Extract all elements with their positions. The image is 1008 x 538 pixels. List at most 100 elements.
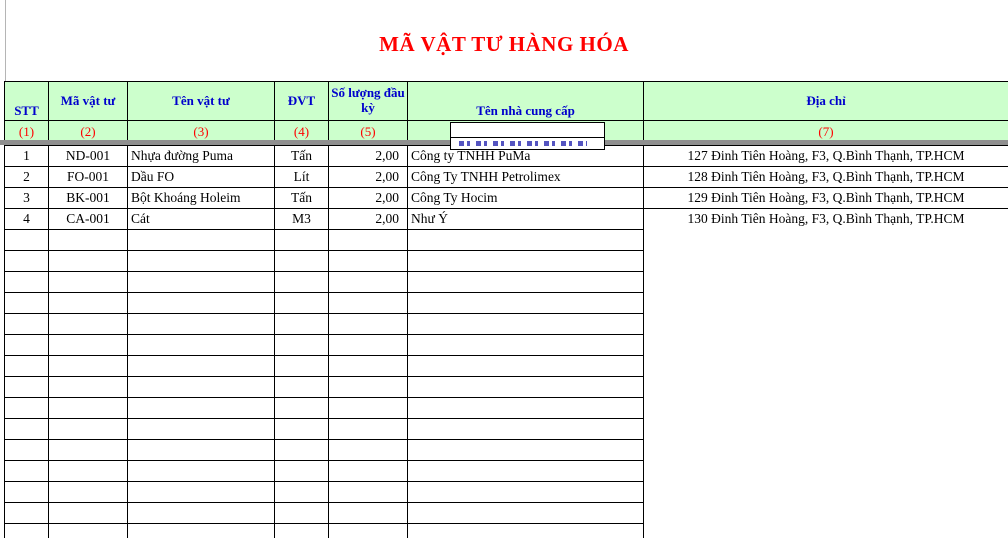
floating-combobox[interactable] xyxy=(450,122,605,138)
empty-cell[interactable] xyxy=(643,523,1008,538)
empty-cell[interactable] xyxy=(328,460,408,482)
empty-cell[interactable] xyxy=(4,481,49,503)
empty-cell[interactable] xyxy=(643,439,1008,461)
cell-soluong-row1[interactable]: 2,00 xyxy=(328,145,408,167)
header-cell-dvt[interactable]: ĐVT xyxy=(274,81,329,121)
empty-cell[interactable] xyxy=(643,355,1008,377)
cell-ncc-row3[interactable]: Công Ty Hocim xyxy=(407,187,644,209)
cell-ten-row1[interactable]: Nhựa đường Puma xyxy=(127,145,275,167)
empty-cell[interactable] xyxy=(48,397,128,419)
empty-cell[interactable] xyxy=(48,292,128,314)
empty-cell[interactable] xyxy=(127,229,275,251)
empty-cell[interactable] xyxy=(328,229,408,251)
empty-cell[interactable] xyxy=(127,523,275,538)
cell-diachi-row2[interactable]: 128 Đinh Tiên Hoàng, F3, Q.Bình Thạnh, T… xyxy=(643,166,1008,188)
empty-cell[interactable] xyxy=(48,376,128,398)
header-cell-ma[interactable]: Mã vật tư xyxy=(48,81,128,121)
empty-cell[interactable] xyxy=(48,523,128,538)
header-cell-ten[interactable]: Tên vật tư xyxy=(127,81,275,121)
empty-cell[interactable] xyxy=(328,334,408,356)
empty-cell[interactable] xyxy=(328,313,408,335)
empty-cell[interactable] xyxy=(407,523,644,538)
cell-dvt-row2[interactable]: Lít xyxy=(274,166,329,188)
header-cell-ncc[interactable]: Tên nhà cung cấp xyxy=(407,81,644,121)
empty-cell[interactable] xyxy=(48,418,128,440)
empty-cell[interactable] xyxy=(127,481,275,503)
empty-cell[interactable] xyxy=(4,292,49,314)
cell-ten-row4[interactable]: Cát xyxy=(127,208,275,230)
empty-cell[interactable] xyxy=(48,334,128,356)
empty-cell[interactable] xyxy=(274,460,329,482)
empty-cell[interactable] xyxy=(127,334,275,356)
empty-cell[interactable] xyxy=(274,523,329,538)
cell-diachi-row3[interactable]: 129 Đinh Tiên Hoàng, F3, Q.Bình Thạnh, T… xyxy=(643,187,1008,209)
empty-cell[interactable] xyxy=(127,502,275,524)
floating-combobox-dropdown[interactable] xyxy=(450,137,605,150)
cell-ma-row1[interactable]: ND-001 xyxy=(48,145,128,167)
empty-cell[interactable] xyxy=(643,418,1008,440)
empty-cell[interactable] xyxy=(127,439,275,461)
empty-cell[interactable] xyxy=(328,355,408,377)
empty-cell[interactable] xyxy=(127,397,275,419)
empty-cell[interactable] xyxy=(643,250,1008,272)
empty-cell[interactable] xyxy=(274,376,329,398)
empty-cell[interactable] xyxy=(328,376,408,398)
cell-ncc-row1[interactable]: Công ty TNHH PuMa xyxy=(407,145,644,167)
cell-stt-row3[interactable]: 3 xyxy=(4,187,49,209)
empty-cell[interactable] xyxy=(48,313,128,335)
cell-ten-row3[interactable]: Bột Khoáng Holeim xyxy=(127,187,275,209)
empty-cell[interactable] xyxy=(274,313,329,335)
empty-cell[interactable] xyxy=(4,355,49,377)
cell-ma-row2[interactable]: FO-001 xyxy=(48,166,128,188)
empty-cell[interactable] xyxy=(643,502,1008,524)
empty-cell[interactable] xyxy=(328,250,408,272)
empty-cell[interactable] xyxy=(328,523,408,538)
empty-cell[interactable] xyxy=(407,397,644,419)
empty-cell[interactable] xyxy=(643,481,1008,503)
cell-ma-row3[interactable]: BK-001 xyxy=(48,187,128,209)
empty-cell[interactable] xyxy=(48,481,128,503)
cell-stt-row1[interactable]: 1 xyxy=(4,145,49,167)
empty-cell[interactable] xyxy=(127,313,275,335)
empty-cell[interactable] xyxy=(407,334,644,356)
empty-cell[interactable] xyxy=(643,292,1008,314)
empty-cell[interactable] xyxy=(643,229,1008,251)
empty-cell[interactable] xyxy=(328,439,408,461)
sheet-title[interactable]: MÃ VẬT TƯ HÀNG HÓA xyxy=(379,32,629,56)
empty-cell[interactable] xyxy=(274,502,329,524)
cell-diachi-row1[interactable]: 127 Đinh Tiên Hoàng, F3, Q.Bình Thạnh, T… xyxy=(643,145,1008,167)
empty-cell[interactable] xyxy=(407,250,644,272)
empty-cell[interactable] xyxy=(274,355,329,377)
empty-cell[interactable] xyxy=(127,418,275,440)
header-cell-soluong[interactable]: Số lượng đầu kỳ xyxy=(328,81,408,121)
empty-cell[interactable] xyxy=(407,271,644,293)
empty-cell[interactable] xyxy=(48,271,128,293)
empty-cell[interactable] xyxy=(407,376,644,398)
empty-cell[interactable] xyxy=(48,460,128,482)
cell-diachi-row4[interactable]: 130 Đinh Tiên Hoàng, F3, Q.Bình Thạnh, T… xyxy=(643,208,1008,230)
cell-dvt-row1[interactable]: Tấn xyxy=(274,145,329,167)
empty-cell[interactable] xyxy=(274,397,329,419)
cell-ncc-row2[interactable]: Công Ty TNHH Petrolimex xyxy=(407,166,644,188)
cell-stt-row2[interactable]: 2 xyxy=(4,166,49,188)
empty-cell[interactable] xyxy=(274,250,329,272)
empty-cell[interactable] xyxy=(328,271,408,293)
empty-cell[interactable] xyxy=(127,292,275,314)
cell-ten-row2[interactable]: Dầu FO xyxy=(127,166,275,188)
cell-ncc-row4[interactable]: Như Ý xyxy=(407,208,644,230)
empty-cell[interactable] xyxy=(407,355,644,377)
empty-cell[interactable] xyxy=(274,271,329,293)
empty-cell[interactable] xyxy=(48,502,128,524)
empty-cell[interactable] xyxy=(274,334,329,356)
empty-cell[interactable] xyxy=(407,418,644,440)
cell-ma-row4[interactable]: CA-001 xyxy=(48,208,128,230)
empty-cell[interactable] xyxy=(48,439,128,461)
empty-cell[interactable] xyxy=(643,397,1008,419)
empty-cell[interactable] xyxy=(328,292,408,314)
empty-cell[interactable] xyxy=(48,355,128,377)
empty-cell[interactable] xyxy=(4,271,49,293)
empty-cell[interactable] xyxy=(407,460,644,482)
empty-cell[interactable] xyxy=(643,271,1008,293)
empty-cell[interactable] xyxy=(643,460,1008,482)
empty-cell[interactable] xyxy=(4,313,49,335)
